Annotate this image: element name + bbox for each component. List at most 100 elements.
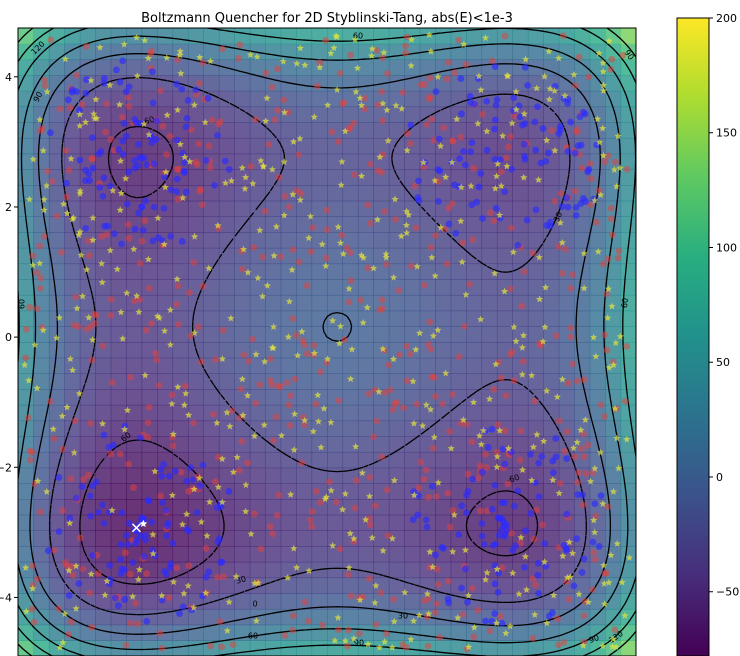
red-point [603,346,611,354]
blue-point [183,525,191,533]
heatmap-cell [157,436,174,453]
yellow-star [605,363,613,371]
heatmap-cell [280,593,297,610]
yellow-star [493,452,501,460]
heatmap-cell [373,546,390,563]
blue-point [97,148,105,155]
heatmap-cell [48,185,65,202]
blue-point [214,131,221,139]
red-point [352,477,360,484]
heatmap-cell [620,561,636,579]
yellow-star [186,157,194,165]
yellow-star [106,246,114,254]
heatmap-cell [172,499,189,516]
heatmap-cell [280,169,297,186]
red-point [431,393,439,400]
heatmap-cell [388,137,405,155]
yellow-star [333,33,341,41]
heatmap-cell [481,43,498,60]
yellow-star [401,588,409,596]
heatmap-cell [589,294,606,312]
red-point [174,321,182,328]
heatmap-cell [296,137,313,155]
yellow-star [72,604,80,612]
yellow-star [594,247,602,255]
red-point [285,203,293,211]
heatmap-cell [327,185,344,202]
heatmap-cell [435,342,452,359]
blue-point [119,57,127,65]
blue-point [94,508,102,516]
red-point [498,564,506,572]
red-point [377,589,385,597]
red-point [554,615,561,623]
blue-point [119,150,127,158]
blue-point [55,474,63,481]
red-point [502,154,510,162]
blue-point [202,156,210,164]
yellow-star [109,186,117,194]
yellow-star [410,491,418,499]
red-point [218,643,226,651]
chart-title: Boltzmann Quencher for 2D Styblinski-Tan… [141,11,513,26]
yellow-star [447,444,455,452]
yellow-star [310,113,318,121]
heatmap-cell [357,499,374,516]
red-point [157,492,165,500]
blue-point [150,203,158,211]
heatmap-cell [558,389,575,406]
heatmap-cell [110,28,127,45]
yellow-star [375,643,384,651]
contour-label: 60 [248,632,258,641]
blue-point [494,588,502,596]
heatmap-cell [79,451,96,469]
heatmap-cell [419,169,436,186]
heatmap-cell [79,342,96,359]
yellow-star [461,546,470,554]
red-point [367,219,375,227]
heatmap-cell [388,499,405,516]
blue-point [182,123,190,131]
yellow-star [185,411,193,419]
yellow-star [81,118,90,126]
yellow-star [22,607,30,615]
red-point [428,115,436,123]
red-point [67,475,75,483]
red-point [372,621,380,628]
blue-point [469,475,477,483]
heatmap-cell [589,640,606,656]
heatmap-cell [404,624,421,641]
heatmap-cell [95,404,112,422]
heatmap-cell [18,530,35,547]
yellow-star [205,264,213,272]
yellow-star [307,212,315,220]
yellow-star [479,426,488,434]
blue-point [135,140,142,148]
red-point [126,619,134,627]
heatmap-cell [419,499,436,516]
heatmap-cell [249,640,266,656]
red-point [84,471,92,479]
red-point [90,310,98,318]
heatmap-cell [527,28,544,45]
heatmap-cell [527,263,544,280]
red-point [619,52,627,59]
yellow-star [356,94,364,102]
heatmap-cell [126,546,143,563]
yellow-star [66,355,74,363]
red-point [36,242,44,250]
yellow-star [106,81,114,89]
heatmap-cell [496,640,513,656]
heatmap-cell [327,404,344,422]
heatmap-cell [558,577,575,594]
yellow-star [247,530,255,538]
heatmap-cell [543,577,560,594]
heatmap-cell [419,263,436,280]
heatmap-cell [605,514,622,531]
blue-point [145,497,153,505]
heatmap-cell [404,530,421,547]
heatmap-cell [249,451,266,469]
red-point [261,207,269,215]
yellow-star [383,106,391,114]
heatmap-cell [419,59,436,76]
